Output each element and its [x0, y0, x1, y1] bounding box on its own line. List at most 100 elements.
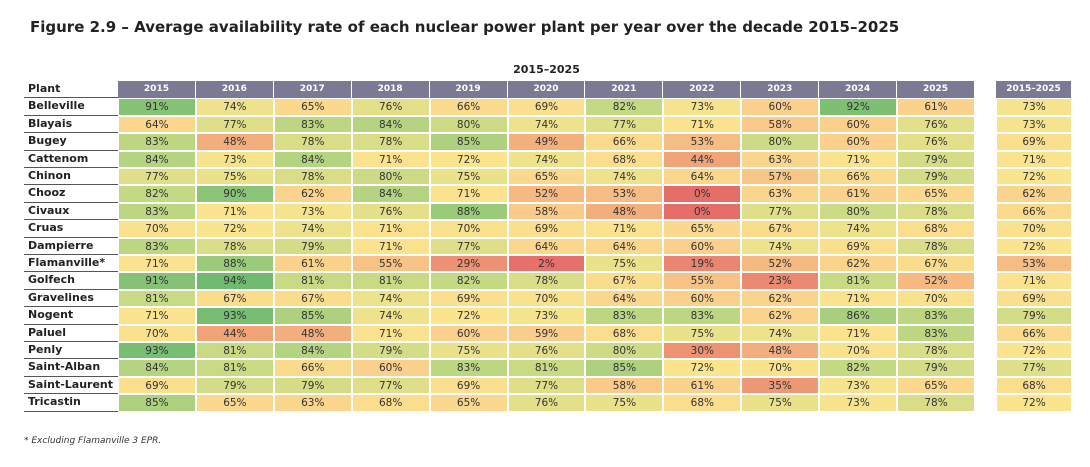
footnote: * Excluding Flamanville 3 EPR.	[24, 436, 162, 446]
year-header: 2021	[585, 81, 664, 99]
value-cell: 70%	[897, 289, 975, 308]
value-cell: 72%	[429, 150, 508, 168]
value-cell: 61%	[663, 376, 742, 395]
value-cell: 88%	[195, 255, 274, 273]
value-cell: 84%	[351, 185, 430, 203]
value-cell: 72%	[663, 359, 742, 377]
value-cell: 68%	[585, 324, 664, 342]
value-cell: 52%	[507, 185, 586, 203]
value-cell: 71%	[819, 324, 898, 342]
value-cell: 70%	[741, 359, 820, 377]
value-cell: 84%	[273, 342, 352, 360]
value-cell: 79%	[273, 376, 352, 395]
value-cell: 71%	[663, 115, 742, 134]
value-cell: 60%	[663, 237, 742, 255]
value-cell: 62%	[741, 289, 820, 308]
value-cell: 69%	[429, 376, 508, 395]
year-header: 2024	[819, 81, 898, 99]
value-cell: 69%	[507, 98, 586, 116]
average-cell: 71%	[996, 150, 1072, 168]
value-cell: 93%	[195, 307, 274, 325]
value-cell: 90%	[195, 185, 274, 203]
value-cell: 0%	[663, 202, 742, 221]
value-cell: 65%	[195, 394, 274, 412]
average-cell: 53%	[996, 255, 1072, 273]
value-cell: 74%	[585, 168, 664, 186]
value-cell: 52%	[897, 272, 975, 290]
value-cell: 65%	[663, 220, 742, 238]
value-cell: 48%	[273, 324, 352, 342]
value-cell: 76%	[507, 394, 586, 412]
value-cell: 91%	[118, 272, 196, 290]
plant-name: Belleville	[24, 98, 118, 116]
value-cell: 74%	[507, 115, 586, 134]
value-cell: 55%	[351, 255, 430, 273]
value-cell: 65%	[897, 376, 975, 395]
value-cell: 68%	[585, 150, 664, 168]
value-cell: 65%	[507, 168, 586, 186]
value-cell: 78%	[351, 133, 430, 151]
value-cell: 66%	[585, 133, 664, 151]
plant-name: Flamanville*	[24, 255, 118, 273]
group-header: 2015–2025	[513, 63, 580, 76]
value-cell: 73%	[819, 394, 898, 412]
plant-name: Cattenom	[24, 151, 118, 168]
value-cell: 84%	[118, 359, 196, 377]
value-cell: 75%	[741, 394, 820, 412]
value-cell: 77%	[195, 115, 274, 134]
title: Figure 2.9 – Average availability rate o…	[30, 18, 900, 36]
year-header: 2020	[507, 81, 586, 99]
value-cell: 71%	[118, 307, 196, 325]
value-cell: 71%	[195, 202, 274, 221]
value-cell: 79%	[273, 237, 352, 255]
value-cell: 84%	[118, 150, 196, 168]
value-cell: 75%	[585, 394, 664, 412]
value-cell: 77%	[351, 376, 430, 395]
average-cell: 72%	[996, 237, 1072, 255]
value-cell: 68%	[897, 220, 975, 238]
plant-name: Chinon	[24, 168, 118, 186]
value-cell: 23%	[741, 272, 820, 290]
value-cell: 44%	[663, 150, 742, 168]
value-cell: 53%	[585, 185, 664, 203]
value-cell: 79%	[195, 376, 274, 395]
value-cell: 78%	[897, 202, 975, 221]
value-cell: 76%	[351, 202, 430, 221]
value-cell: 70%	[429, 220, 508, 238]
plant-name: Blayais	[24, 116, 118, 134]
value-cell: 78%	[273, 168, 352, 186]
value-cell: 30%	[663, 342, 742, 360]
plant-name: Nogent	[24, 307, 118, 325]
value-cell: 94%	[195, 272, 274, 290]
value-cell: 60%	[351, 359, 430, 377]
value-cell: 74%	[507, 150, 586, 168]
value-cell: 73%	[195, 150, 274, 168]
value-cell: 73%	[507, 307, 586, 325]
value-cell: 64%	[507, 237, 586, 255]
value-cell: 75%	[429, 342, 508, 360]
value-cell: 61%	[897, 98, 975, 116]
value-cell: 65%	[273, 98, 352, 116]
value-cell: 60%	[819, 133, 898, 151]
value-cell: 64%	[118, 115, 196, 134]
value-cell: 48%	[585, 202, 664, 221]
year-header: 2017	[273, 81, 352, 99]
value-cell: 73%	[663, 98, 742, 116]
value-cell: 74%	[741, 237, 820, 255]
value-cell: 85%	[273, 307, 352, 325]
value-cell: 78%	[897, 394, 975, 412]
value-cell: 67%	[741, 220, 820, 238]
value-cell: 67%	[195, 289, 274, 308]
plant-name: Dampierre	[24, 238, 118, 255]
value-cell: 85%	[585, 359, 664, 377]
value-cell: 72%	[195, 220, 274, 238]
value-cell: 70%	[507, 289, 586, 308]
plant-name: Bugey	[24, 133, 118, 151]
value-cell: 81%	[195, 359, 274, 377]
average-cell: 72%	[996, 342, 1072, 360]
year-header: 2019	[429, 81, 508, 99]
value-cell: 82%	[585, 98, 664, 116]
value-cell: 75%	[663, 324, 742, 342]
value-cell: 70%	[819, 342, 898, 360]
plant-name: Chooz	[24, 185, 118, 203]
